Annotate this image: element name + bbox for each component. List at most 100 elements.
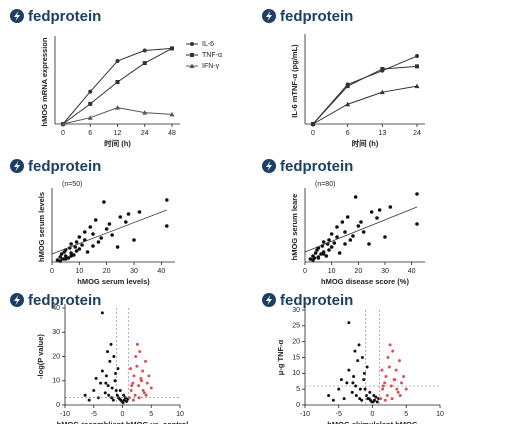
point bbox=[352, 375, 356, 378]
point bbox=[63, 254, 68, 258]
point bbox=[66, 256, 71, 260]
x-tick-label: 0 bbox=[303, 268, 307, 275]
x-tick-label: -5 bbox=[336, 411, 342, 418]
x-axis-label: 时间 (h) bbox=[352, 138, 379, 148]
point bbox=[137, 396, 141, 400]
point bbox=[69, 254, 73, 258]
point bbox=[332, 241, 337, 245]
brand: fedprotein bbox=[28, 292, 101, 309]
point bbox=[345, 381, 349, 385]
y-tick-label: 0 bbox=[56, 402, 60, 409]
marker bbox=[380, 66, 385, 71]
point bbox=[116, 367, 120, 371]
logo-bolt bbox=[14, 295, 20, 305]
point bbox=[391, 349, 395, 353]
point bbox=[110, 233, 114, 237]
y-tick-label: 10 bbox=[292, 370, 300, 377]
point bbox=[110, 386, 114, 390]
x-tick-label: 20 bbox=[354, 268, 362, 275]
x-tick-label: 0 bbox=[121, 411, 125, 418]
point bbox=[394, 368, 398, 372]
point bbox=[357, 343, 361, 347]
x-tick-label: 5 bbox=[404, 411, 408, 418]
point bbox=[135, 364, 139, 368]
point bbox=[58, 255, 62, 259]
point bbox=[390, 397, 394, 401]
point bbox=[351, 234, 355, 238]
marker bbox=[60, 121, 66, 126]
point bbox=[69, 251, 73, 255]
point bbox=[83, 230, 87, 234]
point bbox=[327, 394, 331, 397]
point bbox=[388, 343, 392, 347]
point bbox=[141, 369, 145, 373]
legend-label: TNF-α bbox=[202, 52, 222, 59]
marker bbox=[88, 101, 93, 106]
series-line bbox=[312, 55, 418, 125]
point bbox=[137, 210, 142, 214]
point bbox=[361, 230, 366, 234]
point bbox=[386, 356, 390, 359]
x-tick-label: 48 bbox=[168, 130, 176, 137]
point bbox=[129, 388, 133, 392]
point bbox=[144, 359, 147, 363]
point bbox=[350, 390, 354, 394]
point bbox=[415, 192, 419, 196]
point bbox=[398, 359, 401, 363]
x-tick-label: 40 bbox=[157, 268, 165, 275]
series-line bbox=[62, 107, 173, 125]
trend-line bbox=[51, 209, 167, 255]
point bbox=[100, 311, 104, 315]
point bbox=[362, 378, 366, 382]
point bbox=[104, 227, 109, 231]
point bbox=[375, 216, 379, 220]
y-axis-label: IL-6 mTNF-α (pg/mL) bbox=[290, 44, 299, 118]
marker bbox=[190, 42, 194, 46]
x-tick-label: 12 bbox=[114, 130, 122, 137]
y-tick-label: 5 bbox=[296, 386, 300, 393]
y-axis-label: μ-g TNF-α bbox=[276, 339, 285, 375]
point bbox=[118, 388, 122, 392]
point bbox=[329, 245, 334, 249]
x-axis-label: hMOG disease score (%) bbox=[321, 277, 409, 286]
point bbox=[83, 393, 87, 397]
x-tick-label: -5 bbox=[91, 411, 97, 418]
point bbox=[107, 393, 111, 397]
x-axis-label: 时间 (h) bbox=[104, 138, 131, 148]
point bbox=[131, 381, 135, 385]
x-tick-label: 10 bbox=[176, 411, 184, 418]
brand: fedprotein bbox=[280, 292, 353, 309]
y-axis-label: -log(P value) bbox=[36, 334, 45, 379]
point bbox=[351, 381, 355, 385]
point bbox=[340, 220, 345, 224]
point bbox=[363, 387, 367, 391]
point bbox=[80, 243, 84, 247]
x-axis-label: hMOG skimulalant hMOG bbox=[327, 420, 418, 424]
point bbox=[343, 242, 347, 246]
point bbox=[103, 391, 107, 395]
point bbox=[102, 200, 106, 204]
x-tick-label: 0 bbox=[311, 130, 315, 137]
point bbox=[87, 398, 91, 402]
point bbox=[353, 195, 358, 199]
point bbox=[360, 356, 364, 359]
point bbox=[347, 321, 351, 325]
y-tick-label: 25 bbox=[292, 323, 300, 330]
point bbox=[347, 368, 351, 372]
point bbox=[145, 381, 149, 385]
point bbox=[345, 215, 350, 219]
note: (n=50) bbox=[62, 181, 82, 188]
point bbox=[359, 220, 363, 224]
point bbox=[372, 394, 376, 397]
series-line bbox=[312, 85, 418, 125]
brand: fedprotein bbox=[280, 158, 353, 175]
x-tick-label: 5 bbox=[149, 411, 153, 418]
logo-bolt bbox=[266, 295, 272, 305]
point bbox=[389, 384, 393, 388]
point bbox=[108, 359, 112, 363]
marker bbox=[142, 61, 147, 66]
point bbox=[327, 238, 331, 242]
point bbox=[384, 375, 388, 378]
point bbox=[321, 252, 326, 256]
point bbox=[72, 253, 76, 257]
